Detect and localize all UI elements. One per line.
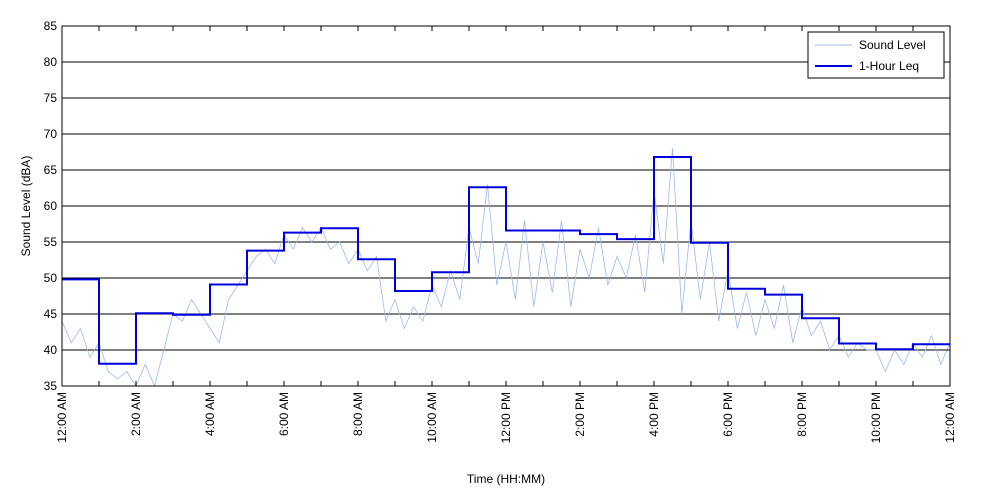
x-tick-label: 4:00 PM: [647, 392, 661, 437]
legend-label-sound-level: Sound Level: [859, 38, 926, 52]
y-tick-label: 60: [44, 199, 58, 213]
y-tick-label: 55: [44, 235, 58, 249]
y-tick-label: 75: [44, 91, 58, 105]
y-tick-label: 50: [44, 271, 58, 285]
x-tick-label: 12:00 PM: [499, 392, 513, 443]
y-tick-label: 45: [44, 307, 58, 321]
x-axis-ticks: 12:00 AM 2:00 AM 4:00 AM 6:00 AM 8:00 AM 10:0…: [55, 26, 957, 443]
y-axis-title: Sound Level (dBA): [19, 156, 33, 257]
x-tick-label: 12:00 AM: [55, 392, 69, 443]
x-tick-label: 2:00 PM: [573, 392, 587, 437]
1-hour-leq-series-line: [62, 156, 950, 365]
x-tick-label: 10:00 AM: [425, 392, 439, 443]
y-tick-label: 80: [44, 55, 58, 69]
x-tick-label: 8:00 PM: [795, 392, 809, 437]
x-tick-label: 2:00 AM: [129, 392, 143, 436]
y-axis-ticks: 35 40 45 50 55 60 65 70 75 80 85: [44, 19, 950, 393]
x-tick-label: 8:00 AM: [351, 392, 365, 436]
y-tick-label: 40: [44, 343, 58, 357]
x-tick-label: 6:00 AM: [277, 392, 291, 436]
y-tick-label: 65: [44, 163, 58, 177]
x-tick-label: 6:00 PM: [721, 392, 735, 437]
legend: Sound Level 1-Hour Leq: [807, 31, 945, 79]
x-axis-title: Time (HH:MM): [467, 472, 545, 486]
series-layer: [61, 148, 951, 388]
legend-box: [807, 31, 945, 79]
x-tick-label: 12:00 AM: [943, 392, 957, 443]
y-tick-label: 85: [44, 19, 58, 33]
y-tick-label: 35: [44, 379, 58, 393]
gridlines: [62, 61, 950, 351]
legend-label-1-hour-leq: 1-Hour Leq: [859, 59, 919, 73]
x-tick-label: 10:00 PM: [869, 392, 883, 443]
y-tick-label: 70: [44, 127, 58, 141]
x-tick-label: 4:00 AM: [203, 392, 217, 436]
